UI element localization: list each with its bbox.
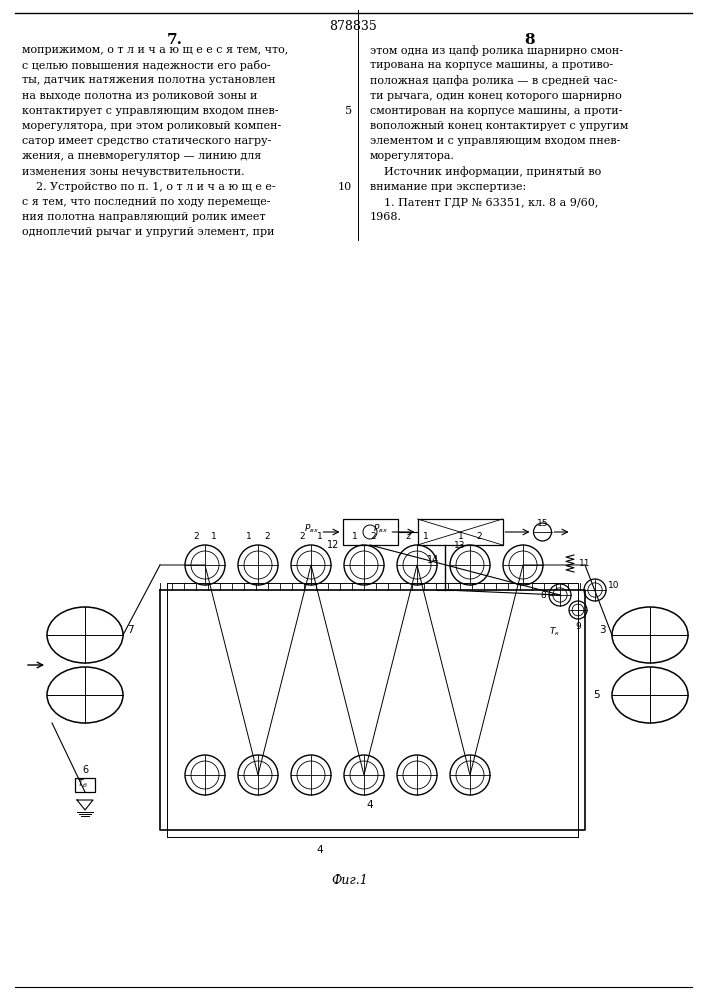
Text: 2: 2 <box>370 532 376 541</box>
Text: с я тем, что последний по ходу перемеще-: с я тем, что последний по ходу перемеще- <box>22 197 271 207</box>
Text: воположный конец контактирует с упругим: воположный конец контактирует с упругим <box>370 121 629 131</box>
Text: 10: 10 <box>338 182 352 192</box>
Text: 2. Устройство по п. 1, о т л и ч а ю щ е е-: 2. Устройство по п. 1, о т л и ч а ю щ е… <box>22 182 276 192</box>
Text: 7.: 7. <box>167 33 183 47</box>
Text: морегулятора.: морегулятора. <box>370 151 455 161</box>
Text: 2: 2 <box>264 532 270 541</box>
Text: 13: 13 <box>455 541 466 550</box>
Text: одноплечий рычаг и упругий элемент, при: одноплечий рычаг и упругий элемент, при <box>22 227 274 237</box>
Text: 11: 11 <box>579 559 590 568</box>
Text: положная цапфа ролика — в средней час-: положная цапфа ролика — в средней час- <box>370 75 617 86</box>
Text: 1: 1 <box>246 532 252 541</box>
Text: ти рычага, один конец которого шарнирно: ти рычага, один конец которого шарнирно <box>370 91 621 101</box>
Text: 4: 4 <box>367 800 373 810</box>
Text: 1: 1 <box>423 532 429 541</box>
Text: 2: 2 <box>193 532 199 541</box>
Text: 2: 2 <box>405 532 411 541</box>
Text: 878835: 878835 <box>329 20 377 33</box>
Text: Источник информации, принятый во: Источник информации, принятый во <box>370 167 601 177</box>
Bar <box>75 778 95 792</box>
Text: на выходе полотна из роликовой зоны и: на выходе полотна из роликовой зоны и <box>22 91 257 101</box>
Text: $P_{вх}$: $P_{вх}$ <box>303 523 318 535</box>
Text: $P_{вх}$: $P_{вх}$ <box>373 523 387 535</box>
Text: с целью повышения надежности его рабо-: с целью повышения надежности его рабо- <box>22 60 271 71</box>
Text: 15: 15 <box>537 519 548 528</box>
Text: $T_б$: $T_б$ <box>77 778 88 790</box>
Text: 6: 6 <box>82 765 88 775</box>
Text: 5: 5 <box>345 106 352 116</box>
Text: 2: 2 <box>299 532 305 541</box>
Text: 5: 5 <box>593 690 600 700</box>
Text: жения, а пневморегулятор — линию для: жения, а пневморегулятор — линию для <box>22 151 262 161</box>
Text: 8: 8 <box>525 33 535 47</box>
Text: 9: 9 <box>575 622 581 631</box>
Text: 2: 2 <box>477 532 481 541</box>
Bar <box>418 519 503 545</box>
Text: $T_к$: $T_к$ <box>549 626 561 639</box>
Text: ты, датчик натяжения полотна установлен: ты, датчик натяжения полотна установлен <box>22 75 276 85</box>
Text: 4: 4 <box>317 845 323 855</box>
Text: моприжимом, о т л и ч а ю щ е е с я тем, что,: моприжимом, о т л и ч а ю щ е е с я тем,… <box>22 45 288 55</box>
Text: ния полотна направляющий ролик имеет: ния полотна направляющий ролик имеет <box>22 212 266 222</box>
Text: 1: 1 <box>458 532 464 541</box>
Text: внимание при экспертизе:: внимание при экспертизе: <box>370 182 526 192</box>
Bar <box>342 519 397 545</box>
Text: изменения зоны нечувствительности.: изменения зоны нечувствительности. <box>22 167 245 177</box>
Text: Фиг.1: Фиг.1 <box>332 874 368 886</box>
Text: 3: 3 <box>600 625 606 635</box>
Text: смонтирован на корпусе машины, а проти-: смонтирован на корпусе машины, а проти- <box>370 106 622 116</box>
Text: 1: 1 <box>352 532 358 541</box>
Text: тирована на корпусе машины, а противо-: тирована на корпусе машины, а противо- <box>370 60 613 70</box>
Text: элементом и с управляющим входом пнев-: элементом и с управляющим входом пнев- <box>370 136 620 146</box>
Text: этом одна из цапф ролика шарнирно смон-: этом одна из цапф ролика шарнирно смон- <box>370 45 623 56</box>
Text: 8: 8 <box>540 590 546 599</box>
Text: контактирует с управляющим входом пнев-: контактирует с управляющим входом пнев- <box>22 106 279 116</box>
Text: 12: 12 <box>327 540 339 550</box>
Text: 14: 14 <box>427 555 439 565</box>
Text: 10: 10 <box>608 580 619 589</box>
Text: 1: 1 <box>211 532 217 541</box>
Text: 7: 7 <box>127 625 134 635</box>
Text: 1968.: 1968. <box>370 212 402 222</box>
Text: 1: 1 <box>317 532 323 541</box>
Text: сатор имеет средство статического нагру-: сатор имеет средство статического нагру- <box>22 136 271 146</box>
Text: морегулятора, при этом роликовый компен-: морегулятора, при этом роликовый компен- <box>22 121 281 131</box>
Text: 1. Патент ГДР № 63351, кл. 8 а 9/60,: 1. Патент ГДР № 63351, кл. 8 а 9/60, <box>370 197 598 207</box>
